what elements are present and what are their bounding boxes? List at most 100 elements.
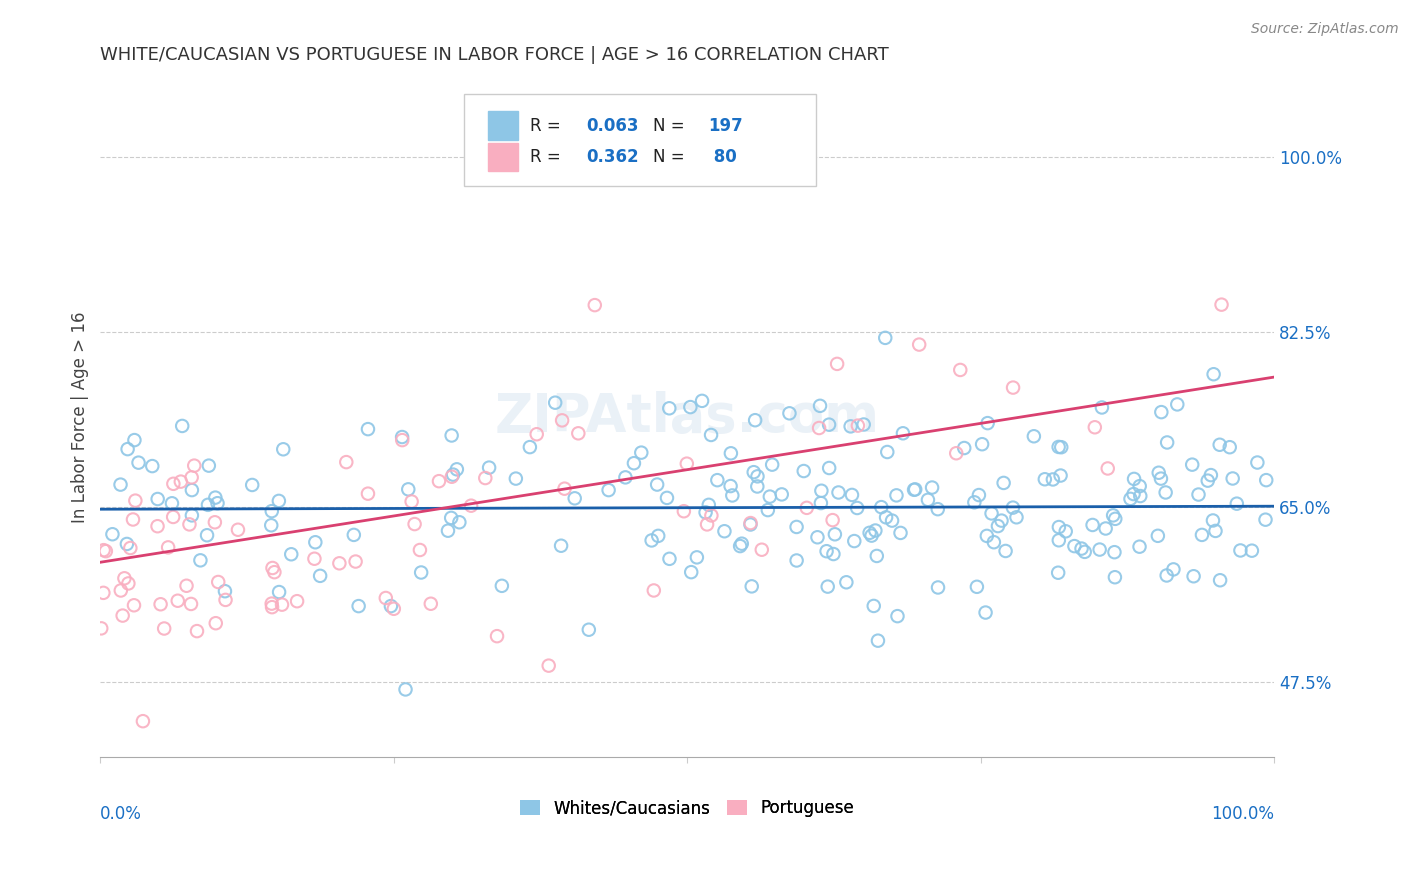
Point <box>166 593 188 607</box>
Point <box>117 576 139 591</box>
Point <box>824 527 846 541</box>
Text: 80: 80 <box>709 148 737 166</box>
Point <box>808 399 831 413</box>
Point <box>793 464 815 478</box>
Point <box>1209 573 1232 587</box>
Point <box>945 446 967 460</box>
Point <box>446 462 468 476</box>
Point <box>927 502 949 516</box>
Point <box>93 543 115 558</box>
Point <box>179 517 201 532</box>
Point <box>214 584 236 599</box>
Point <box>761 458 783 472</box>
Point <box>866 549 889 563</box>
Point <box>460 499 482 513</box>
Point <box>1208 438 1230 452</box>
Point <box>583 298 606 312</box>
Point <box>1073 545 1095 559</box>
Point <box>204 491 226 505</box>
Point <box>335 455 357 469</box>
Point <box>394 682 416 697</box>
Point <box>285 594 308 608</box>
Point <box>721 488 744 502</box>
Point <box>876 445 898 459</box>
Point <box>519 440 541 454</box>
Point <box>411 566 433 580</box>
Point <box>994 544 1017 558</box>
Point <box>141 459 163 474</box>
Point <box>821 513 844 527</box>
Point <box>567 426 589 441</box>
Point <box>262 561 284 575</box>
Point <box>505 472 527 486</box>
Point <box>343 528 366 542</box>
Point <box>846 418 869 433</box>
Point <box>195 528 218 542</box>
Point <box>993 475 1015 490</box>
Point <box>846 501 869 516</box>
Point <box>357 422 380 436</box>
Point <box>271 598 294 612</box>
Point <box>1199 468 1222 483</box>
Point <box>1047 566 1070 580</box>
Point <box>640 533 662 548</box>
Point <box>328 557 350 571</box>
FancyBboxPatch shape <box>488 143 519 171</box>
Point <box>1222 471 1244 485</box>
Point <box>859 525 882 540</box>
Point <box>1181 458 1204 472</box>
Point <box>672 504 695 518</box>
Point <box>720 446 742 460</box>
Point <box>614 470 637 484</box>
Text: 0.0%: 0.0% <box>100 805 142 823</box>
Point <box>1202 513 1225 527</box>
Point <box>1147 466 1170 480</box>
Point <box>976 416 998 430</box>
Point <box>124 493 146 508</box>
Point <box>1001 500 1024 515</box>
Point <box>396 483 419 497</box>
Point <box>823 547 845 561</box>
Point <box>344 555 367 569</box>
Point <box>686 550 709 565</box>
Point <box>875 510 897 524</box>
Point <box>204 616 226 631</box>
Point <box>1156 435 1178 450</box>
Point <box>844 534 866 549</box>
Point <box>908 337 931 351</box>
Point <box>260 597 283 611</box>
Point <box>891 426 914 441</box>
Point <box>347 599 370 613</box>
Point <box>731 537 754 551</box>
Point <box>810 483 832 498</box>
Point <box>827 485 849 500</box>
Point <box>440 469 463 483</box>
Point <box>875 331 897 345</box>
Point <box>162 510 184 524</box>
Point <box>839 419 862 434</box>
Point <box>380 599 402 613</box>
Point <box>122 512 145 526</box>
Point <box>110 477 132 491</box>
Point <box>713 524 735 539</box>
Point <box>1122 487 1144 501</box>
Point <box>111 608 134 623</box>
Point <box>537 658 560 673</box>
Point <box>681 565 703 579</box>
Point <box>818 461 841 475</box>
Point <box>180 597 202 611</box>
Point <box>720 479 742 493</box>
Point <box>170 475 193 489</box>
Point <box>1063 539 1085 553</box>
Text: ZIPAtlas.com: ZIPAtlas.com <box>495 392 880 443</box>
Point <box>806 530 828 544</box>
Point <box>1002 381 1025 395</box>
Point <box>1129 489 1152 503</box>
Point <box>1147 529 1170 543</box>
Point <box>391 430 413 444</box>
Point <box>1163 562 1185 576</box>
Point <box>623 456 645 470</box>
Point <box>160 496 183 510</box>
Point <box>751 542 773 557</box>
Point <box>112 571 135 585</box>
